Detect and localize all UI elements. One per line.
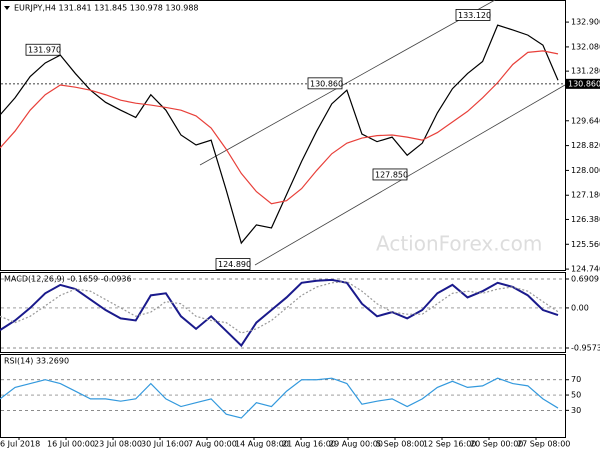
rsi-panel bbox=[0, 354, 566, 438]
annotation-label: 133.120 bbox=[458, 11, 491, 20]
annotation-label: 124.890 bbox=[218, 260, 251, 269]
y-tick-label: 0.00 bbox=[571, 303, 589, 312]
annotation-box bbox=[372, 168, 408, 181]
x-tick-label: 5 Sep 08:00 bbox=[376, 440, 424, 449]
y-tick-label: 70 bbox=[571, 375, 581, 384]
y-tick-label: 128.000 bbox=[571, 166, 600, 175]
price-box bbox=[566, 78, 600, 89]
x-tick-label: 30 Jul 16:00 bbox=[141, 440, 189, 449]
chart-title: EURJPY,H4 131.841 131.845 130.978 130.98… bbox=[14, 4, 199, 13]
y-tick-label: 131.280 bbox=[571, 67, 600, 76]
y-tick-label: 132.080 bbox=[571, 42, 600, 51]
x-tick-label: 23 Jul 08:00 bbox=[94, 440, 142, 449]
annotation-box bbox=[307, 77, 343, 90]
y-tick-label: 124.740 bbox=[571, 265, 600, 274]
price-label: 130.860 bbox=[568, 79, 600, 88]
x-tick-label: 21 Aug 16:00 bbox=[282, 440, 336, 449]
x-tick-label: 16 Jul 00:00 bbox=[47, 440, 95, 449]
annotation-label: 131.970 bbox=[28, 46, 61, 55]
y-tick-label: 129.640 bbox=[571, 116, 600, 125]
x-tick-label: 12 Sep 16:00 bbox=[423, 440, 476, 449]
y-tick-label: -0.9573 bbox=[571, 343, 600, 352]
watermark: ActionForex.com bbox=[376, 232, 542, 256]
x-tick-label: 14 Aug 08:00 bbox=[235, 440, 289, 449]
y-tick-label: 128.820 bbox=[571, 141, 600, 150]
channel-lower bbox=[254, 84, 566, 266]
x-tick-label: 6 Jul 2018 bbox=[0, 440, 40, 449]
x-tick-label: 27 Sep 08:00 bbox=[517, 440, 570, 449]
annotation-label: 130.860 bbox=[310, 79, 343, 88]
y-tick-label: 126.380 bbox=[571, 215, 600, 224]
y-tick-label: 30 bbox=[571, 406, 581, 415]
series-line bbox=[0, 24, 559, 245]
y-tick-label: 50 bbox=[571, 391, 581, 400]
price-panel bbox=[0, 0, 566, 271]
series-line bbox=[0, 280, 559, 334]
y-tick-label: 132.900 bbox=[571, 18, 600, 27]
series-line bbox=[0, 377, 559, 419]
annotation-box bbox=[25, 43, 61, 56]
channel-upper bbox=[199, 0, 496, 166]
macd-panel bbox=[0, 272, 566, 353]
y-tick-label: 125.560 bbox=[571, 240, 600, 249]
x-tick-label: 7 Aug 00:00 bbox=[188, 440, 237, 449]
rsi-title: RSI(14) 33.2690 bbox=[4, 357, 69, 366]
dropdown-icon bbox=[4, 6, 10, 10]
x-tick-label: 20 Sep 00:00 bbox=[470, 440, 523, 449]
annotation-box bbox=[215, 258, 251, 270]
y-tick-label: 127.180 bbox=[571, 191, 600, 200]
x-tick-label: 29 Aug 00:00 bbox=[329, 440, 383, 449]
annotation-label: 127.850 bbox=[375, 170, 408, 179]
series-line bbox=[0, 50, 559, 205]
y-tick-label: 0.6909 bbox=[571, 274, 599, 283]
annotation-box bbox=[455, 9, 491, 21]
series-line bbox=[0, 278, 559, 348]
